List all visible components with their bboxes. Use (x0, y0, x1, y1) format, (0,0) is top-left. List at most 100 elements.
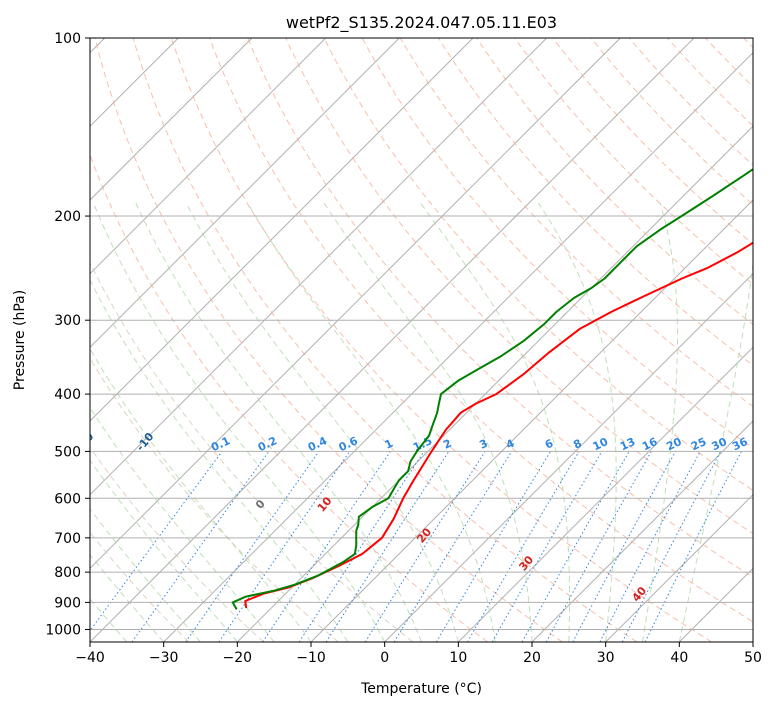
mixing-ratio-line (90, 451, 223, 632)
dry-adiabat-line (476, 38, 753, 326)
x-tick-label: 40 (670, 650, 688, 666)
isotherm-line (384, 272, 753, 642)
dry-adiabat-line (590, 38, 753, 206)
x-tick-label: 30 (597, 650, 615, 666)
y-tick-label: 100 (54, 31, 81, 47)
moist-adiabat-line (135, 202, 422, 642)
isotherm-line (605, 493, 753, 642)
x-tick-label: 50 (744, 650, 762, 666)
mixing-ratio-line (521, 451, 630, 642)
x-tick-label: −30 (149, 650, 179, 666)
moist-adiabat-line (90, 347, 312, 642)
profile-lines (231, 168, 753, 610)
mixing-ratio-label: 20 (664, 435, 684, 453)
plot-frame (89, 37, 754, 643)
isotherm-line (90, 38, 621, 570)
x-tick-label: 10 (449, 650, 467, 666)
isotherm-line (531, 420, 753, 642)
isotherm-line (90, 38, 695, 642)
isotherm-line (163, 51, 753, 642)
moist-adiabat-line (678, 259, 753, 642)
mixing-ratio-label: 6 (543, 437, 556, 452)
moist-adiabat-line (419, 202, 570, 642)
dry-adiabat-line (667, 38, 753, 127)
y-tick-label: 500 (54, 444, 81, 460)
dry-adiabat-line (361, 38, 753, 449)
mixing-ratio-line (325, 451, 450, 642)
mixing-ratio-label: 16 (640, 435, 660, 453)
isotherm-line (310, 199, 753, 642)
isotherm-line (457, 346, 753, 642)
dry-adiabat-line (90, 446, 264, 642)
x-tick-label: −40 (75, 650, 105, 666)
dry-adiabat-label: 30 (516, 553, 536, 573)
isotherm-line (90, 38, 253, 201)
mixing-ratio-label: 4 (504, 437, 517, 452)
x-axis-label: Temperature (°C) (360, 681, 482, 697)
mixing-ratio-line (218, 451, 351, 642)
mixing-ratio-line (491, 451, 603, 642)
mixing-ratio-line (364, 451, 486, 642)
background-line-labels: 0.10.20.40.611.52346810131620253036-100-… (0, 388, 750, 605)
dry-adiabat-line (552, 38, 753, 245)
mixing-ratio-label: 25 (689, 435, 708, 453)
profile-line (244, 241, 753, 609)
background-lines (90, 38, 753, 642)
y-tick-label: 400 (54, 387, 81, 403)
dry-adiabat-line (90, 357, 339, 642)
y-axis-label: Pressure (hPa) (12, 290, 28, 390)
moist-adiabat-line (92, 202, 386, 642)
dry-adiabat-line (94, 38, 563, 642)
dry-adiabat-line (90, 261, 414, 642)
dry-adiabat-line (247, 38, 753, 578)
dry-adiabat-line (170, 38, 712, 642)
mixing-ratio-line (298, 451, 425, 642)
mixing-ratio-label: 30 (710, 435, 730, 453)
x-tick-label: 0 (380, 650, 389, 666)
chart-title: wetPf2_S135.2024.047.05.11.E03 (286, 13, 557, 33)
dry-adiabat-line (399, 38, 753, 408)
y-tick-label: 800 (54, 565, 81, 581)
mixing-ratio-label: 10 (591, 435, 611, 453)
moist-adiabat-line (537, 202, 617, 642)
dry-adiabat-label: -20 (74, 430, 97, 454)
moist-adiabat-line (323, 202, 533, 642)
moist-adiabat-line (90, 508, 201, 642)
x-tick-label: −10 (296, 650, 326, 666)
horizontal-gridlines (90, 38, 753, 630)
dry-adiabat-label: 20 (414, 525, 434, 545)
mixing-ratio-line (545, 451, 652, 642)
profile-line (231, 168, 753, 610)
moist-adiabat-line (90, 459, 238, 642)
dry-adiabat-line (705, 38, 753, 88)
x-tick-label: −20 (223, 650, 253, 666)
mixing-ratio-line (467, 451, 580, 642)
isotherm-line (236, 125, 753, 642)
isotherm-line (90, 38, 327, 275)
y-tick-label: 1000 (45, 622, 81, 638)
dry-adiabat-line (743, 38, 753, 49)
moist-adiabat-line (185, 202, 459, 642)
mixing-ratio-label: 13 (618, 435, 637, 453)
x-axis-ticks: −40 −30 −20 −10 0 10 20 30 40 50 (75, 642, 762, 666)
y-tick-label: 700 (54, 531, 81, 547)
dry-adiabat-line (209, 38, 753, 623)
dry-adiabat-line (323, 38, 753, 492)
dry-adiabat-line (90, 531, 190, 642)
y-axis-ticks: 100 200 300 400 500 600 700 800 900 1000 (45, 31, 90, 638)
dry-adiabat-line (132, 38, 638, 642)
dry-adiabat-label: 0 (253, 497, 268, 511)
dry-adiabat-line (628, 38, 753, 166)
moist-adiabat-line (247, 202, 496, 642)
moist-adiabat-line (90, 278, 349, 642)
dry-adiabat-label: -30 (0, 388, 12, 412)
dry-adiabat-line (514, 38, 753, 285)
dry-adiabat-line (437, 38, 753, 366)
mixing-ratio-line (435, 451, 552, 642)
isotherm-line (90, 38, 548, 496)
isotherm-line (752, 641, 753, 642)
mixing-ratio-line (131, 451, 270, 642)
y-tick-label: 300 (54, 313, 81, 329)
mixing-ratio-line (599, 451, 701, 642)
